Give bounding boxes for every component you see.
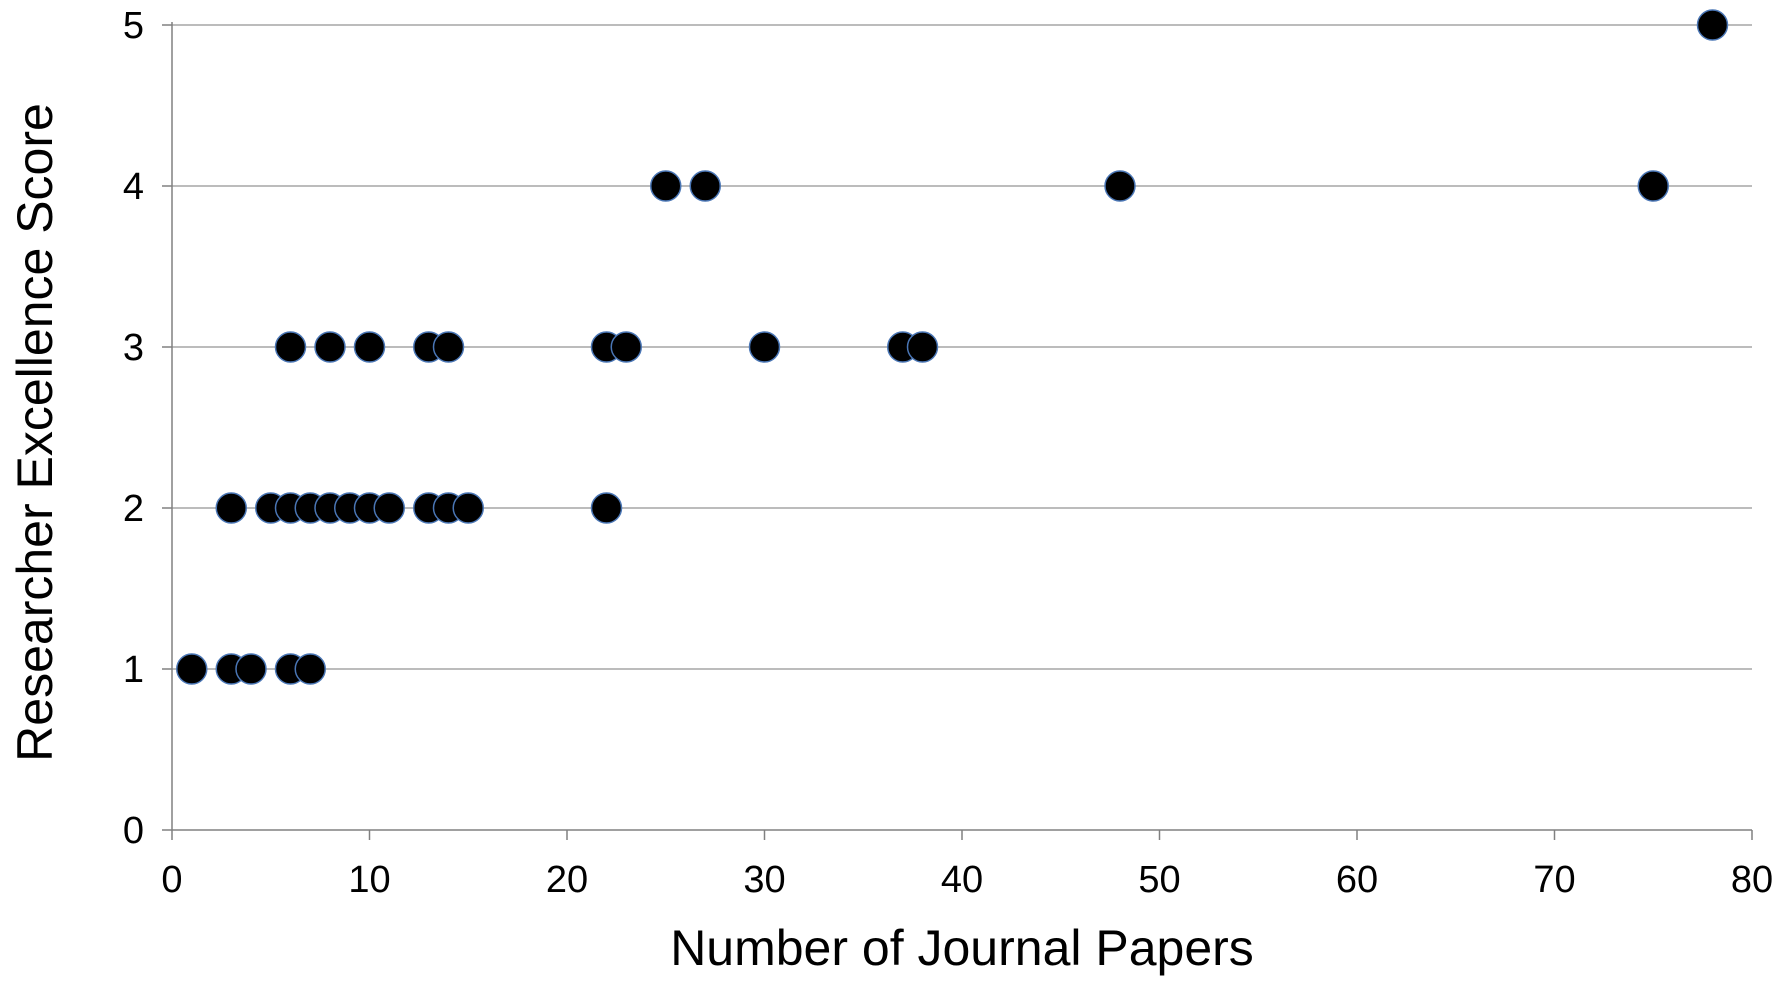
y-tick-label-0: 0	[123, 810, 144, 852]
data-point	[610, 331, 642, 363]
x-tick-label-80: 80	[1731, 859, 1773, 901]
x-tick-label-60: 60	[1336, 859, 1378, 901]
data-point	[1696, 9, 1729, 41]
y-tick-label-2: 2	[123, 488, 144, 530]
y-tick-label-3: 3	[123, 327, 144, 369]
gridlines	[172, 24, 1752, 670]
data-point	[590, 492, 623, 524]
x-tick-label-0: 0	[161, 859, 182, 901]
y-tick-label-5: 5	[123, 5, 144, 47]
data-point	[373, 492, 405, 524]
data-point	[294, 653, 326, 685]
x-tick-label-40: 40	[941, 859, 983, 901]
x-tick-label-70: 70	[1533, 859, 1575, 901]
data-point	[353, 331, 386, 363]
data-point	[906, 331, 939, 363]
data-point	[274, 331, 307, 363]
data-point	[314, 331, 346, 363]
data-point	[650, 170, 682, 202]
y-ticks: 0 1 2 3 4 5	[123, 5, 172, 852]
y-axis-title: Researcher Excellence Score	[7, 103, 63, 762]
data-point	[1104, 170, 1136, 202]
data-points	[176, 9, 1729, 685]
data-point	[235, 653, 267, 685]
x-tick-label-30: 30	[743, 859, 785, 901]
y-tick-label-1: 1	[123, 649, 144, 691]
x-tick-label-50: 50	[1138, 859, 1180, 901]
x-axis-title: Number of Journal Papers	[670, 920, 1254, 976]
x-tick-label-10: 10	[348, 859, 390, 901]
data-point	[452, 492, 484, 524]
x-tick-label-20: 20	[546, 859, 588, 901]
data-point	[1637, 170, 1669, 202]
data-point	[432, 331, 465, 363]
y-tick-label-4: 4	[123, 166, 144, 208]
data-point	[748, 331, 781, 363]
axes	[171, 22, 1752, 831]
data-point	[215, 492, 247, 524]
data-point	[176, 653, 208, 685]
x-ticks: 0 10 20 30 40 50 60 70 80	[161, 830, 1773, 901]
data-point	[689, 170, 721, 202]
